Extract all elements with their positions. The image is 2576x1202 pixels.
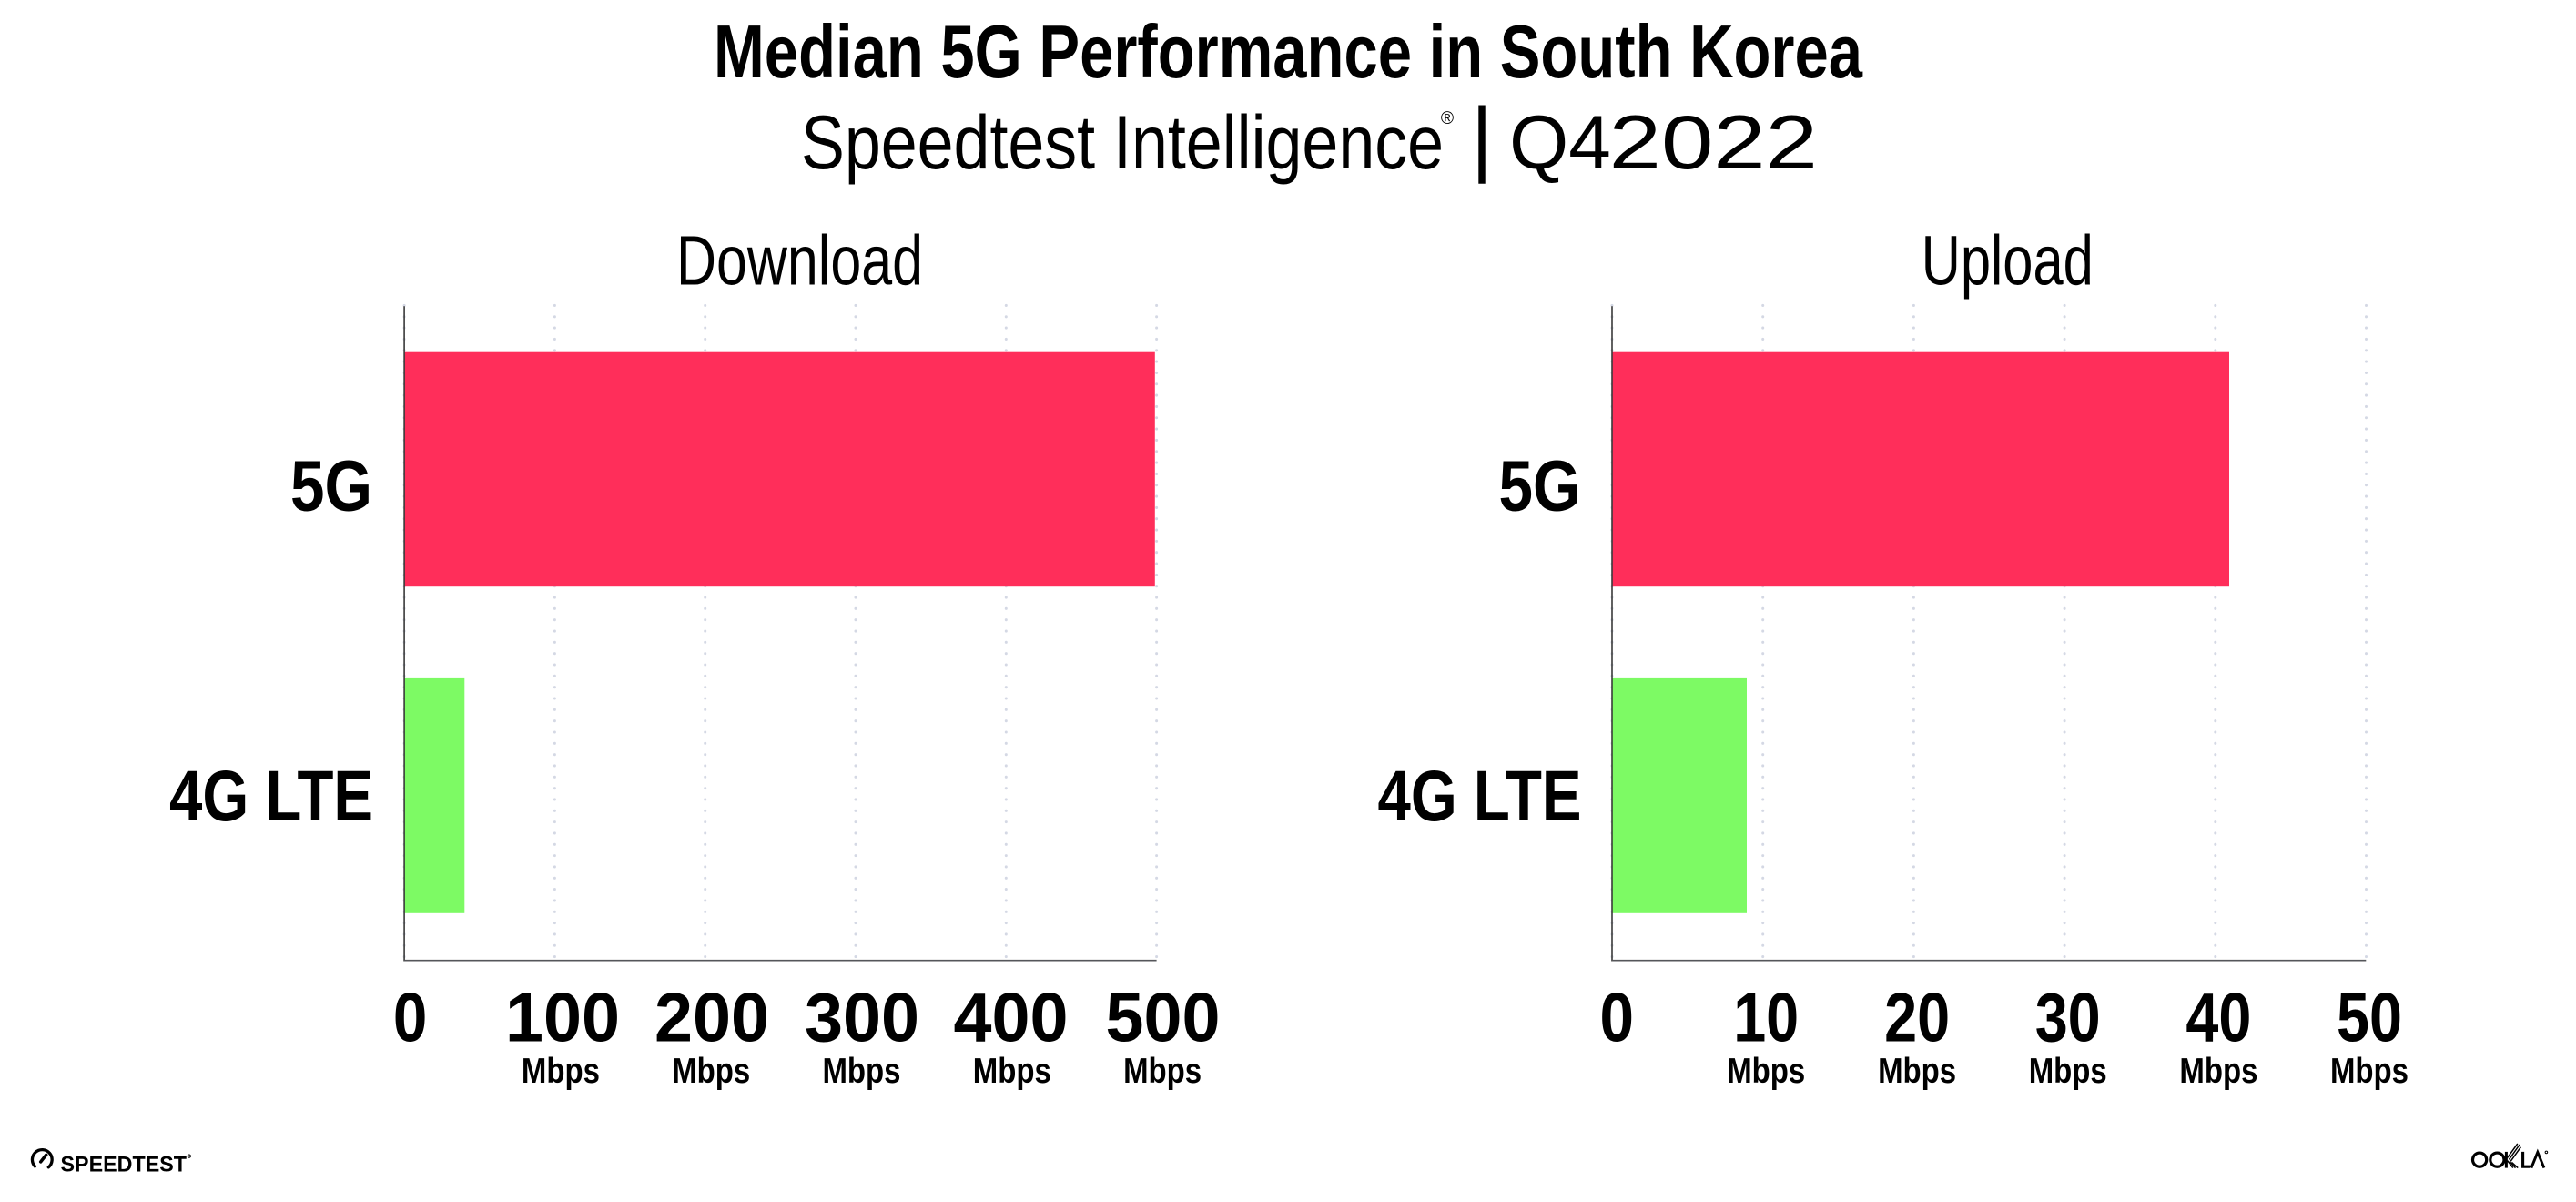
svg-text:500: 500 bbox=[1106, 979, 1221, 1056]
svg-text:Mbps: Mbps bbox=[2029, 1052, 2107, 1091]
svg-text:0: 0 bbox=[1600, 979, 1635, 1056]
svg-text:2022: 2022 bbox=[1609, 100, 1818, 186]
svg-text:Mbps: Mbps bbox=[2179, 1052, 2257, 1091]
svg-text:40: 40 bbox=[2186, 979, 2251, 1056]
svg-text:Speedtest Intelligence: Speedtest Intelligence bbox=[801, 99, 1444, 185]
svg-text:20: 20 bbox=[1884, 979, 1950, 1056]
svg-text:400: 400 bbox=[954, 979, 1069, 1056]
svg-text:5G: 5G bbox=[290, 444, 372, 525]
svg-text:Mbps: Mbps bbox=[1123, 1052, 1202, 1091]
svg-text:Mbps: Mbps bbox=[522, 1052, 600, 1091]
svg-text:300: 300 bbox=[805, 979, 919, 1056]
svg-text:Mbps: Mbps bbox=[973, 1052, 1051, 1091]
svg-text:SPEEDTEST: SPEEDTEST bbox=[61, 1152, 188, 1177]
svg-text:0: 0 bbox=[393, 979, 428, 1056]
svg-text:Median 5G Performance in South: Median 5G Performance in South Korea bbox=[714, 10, 1863, 94]
svg-text:4G LTE: 4G LTE bbox=[169, 755, 373, 836]
svg-text:Mbps: Mbps bbox=[1878, 1052, 1956, 1091]
svg-text:Mbps: Mbps bbox=[1727, 1052, 1805, 1091]
svg-text:Mbps: Mbps bbox=[823, 1052, 901, 1091]
svg-text:Q4: Q4 bbox=[1509, 99, 1611, 185]
svg-text:|: | bbox=[1471, 91, 1493, 184]
svg-text:4G LTE: 4G LTE bbox=[1378, 755, 1582, 836]
svg-text:Download: Download bbox=[676, 222, 923, 300]
svg-text:100: 100 bbox=[505, 979, 620, 1056]
svg-text:Mbps: Mbps bbox=[672, 1052, 750, 1091]
svg-text:Mbps: Mbps bbox=[2330, 1052, 2409, 1091]
svg-text:200: 200 bbox=[654, 979, 769, 1056]
svg-text:10: 10 bbox=[1733, 979, 1799, 1056]
svg-text:50: 50 bbox=[2337, 979, 2402, 1056]
svg-text:5G: 5G bbox=[1499, 444, 1581, 525]
svg-text:®: ® bbox=[1441, 109, 1454, 128]
svg-text:30: 30 bbox=[2035, 979, 2101, 1056]
svg-text:Upload: Upload bbox=[1922, 222, 2094, 300]
